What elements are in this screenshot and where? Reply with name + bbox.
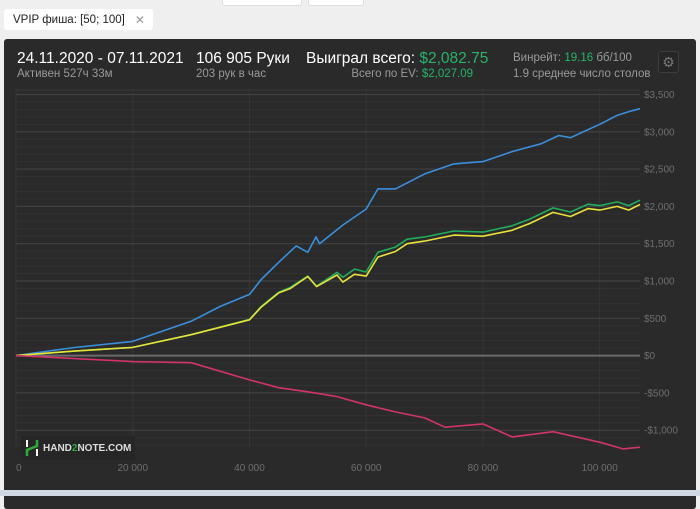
hand2note-logo-icon	[25, 440, 39, 456]
x-tick-label: 100 000	[582, 463, 619, 474]
y-tick-label: $1,000	[644, 276, 675, 287]
x-tick-label: 40 000	[234, 463, 265, 474]
y-tick-label: $500	[644, 314, 667, 325]
y-tick-label: $0	[644, 351, 656, 362]
ev-value: $2,027.09	[421, 68, 473, 80]
hand2note-logo: HAND 2 NOTE.COM	[21, 436, 135, 460]
gear-icon[interactable]: ⚙	[658, 51, 679, 73]
watermark-text: HAND	[43, 442, 72, 454]
winrate-value: 19.16	[564, 52, 594, 64]
y-tick-label: -$1,000	[644, 426, 678, 437]
won-value: $2,082.75	[419, 50, 489, 67]
filter-chip[interactable]: VPIP фиша: [50; 100] ✕	[4, 9, 153, 30]
won-total: Выиграл всего: $2,082.75	[306, 50, 488, 68]
winrate-label: Винрейт:	[513, 52, 562, 64]
watermark-text: 2	[71, 442, 78, 454]
series-line-2	[15, 203, 641, 357]
toolbar-button[interactable]	[222, 0, 302, 6]
watermark-text: NOTE.COM	[77, 442, 132, 454]
y-tick-label: -$500	[644, 388, 670, 399]
x-tick-label: 80 000	[468, 463, 499, 474]
y-tick-label: $1,500	[644, 239, 675, 250]
x-tick-label: 20 000	[117, 463, 148, 474]
toolbar-button[interactable]	[308, 0, 364, 6]
hands-per-hour: 203 рук в час	[196, 68, 267, 80]
ev-label: Всего по EV:	[351, 68, 419, 80]
date-range: 24.11.2020 - 07.11.2021	[17, 50, 184, 67]
x-tick-label: 0	[16, 463, 22, 474]
legend-strip	[0, 490, 700, 496]
y-tick-label: $2,000	[644, 202, 675, 213]
filter-chip-label: VPIP фиша: [50; 100]	[13, 13, 125, 26]
winrate-unit: бб/100	[596, 52, 632, 64]
series-line-3	[15, 354, 641, 450]
x-tick-label: 60 000	[351, 463, 382, 474]
y-tick-label: $2,500	[644, 165, 675, 176]
winnings-chart: -$1,000 -$500 $0 $500 $1,000 $1,500 $2,000 $2,5…	[15, 89, 678, 474]
y-tick-label: $3,500	[644, 90, 675, 101]
hands-count: 106 905 Руки	[196, 50, 290, 67]
winrate: Винрейт: 19.16 бб/100	[513, 52, 632, 64]
y-tick-label: $3,000	[644, 127, 675, 138]
active-time: Активен 527ч 33м	[17, 68, 113, 80]
close-icon[interactable]: ✕	[134, 12, 145, 27]
series-line-1	[15, 199, 641, 357]
ev-total: Всего по EV: $2,027.09	[351, 68, 473, 80]
series-line-0	[15, 107, 641, 357]
avg-tables: 1.9 среднее число столов	[513, 68, 651, 80]
won-label: Выиграл всего:	[306, 50, 416, 67]
